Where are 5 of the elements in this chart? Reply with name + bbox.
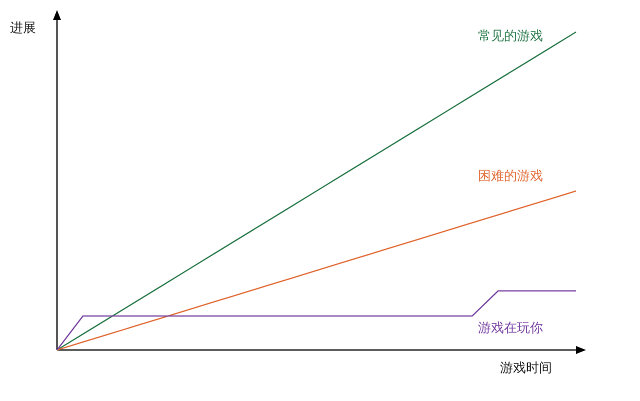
series-label: 常见的游戏 xyxy=(478,29,543,44)
x-axis-title: 游戏时间 xyxy=(500,361,552,376)
y-axis-title: 进展 xyxy=(10,21,36,36)
series-label: 困难的游戏 xyxy=(478,169,543,184)
series-label: 游戏在玩你 xyxy=(478,321,543,336)
